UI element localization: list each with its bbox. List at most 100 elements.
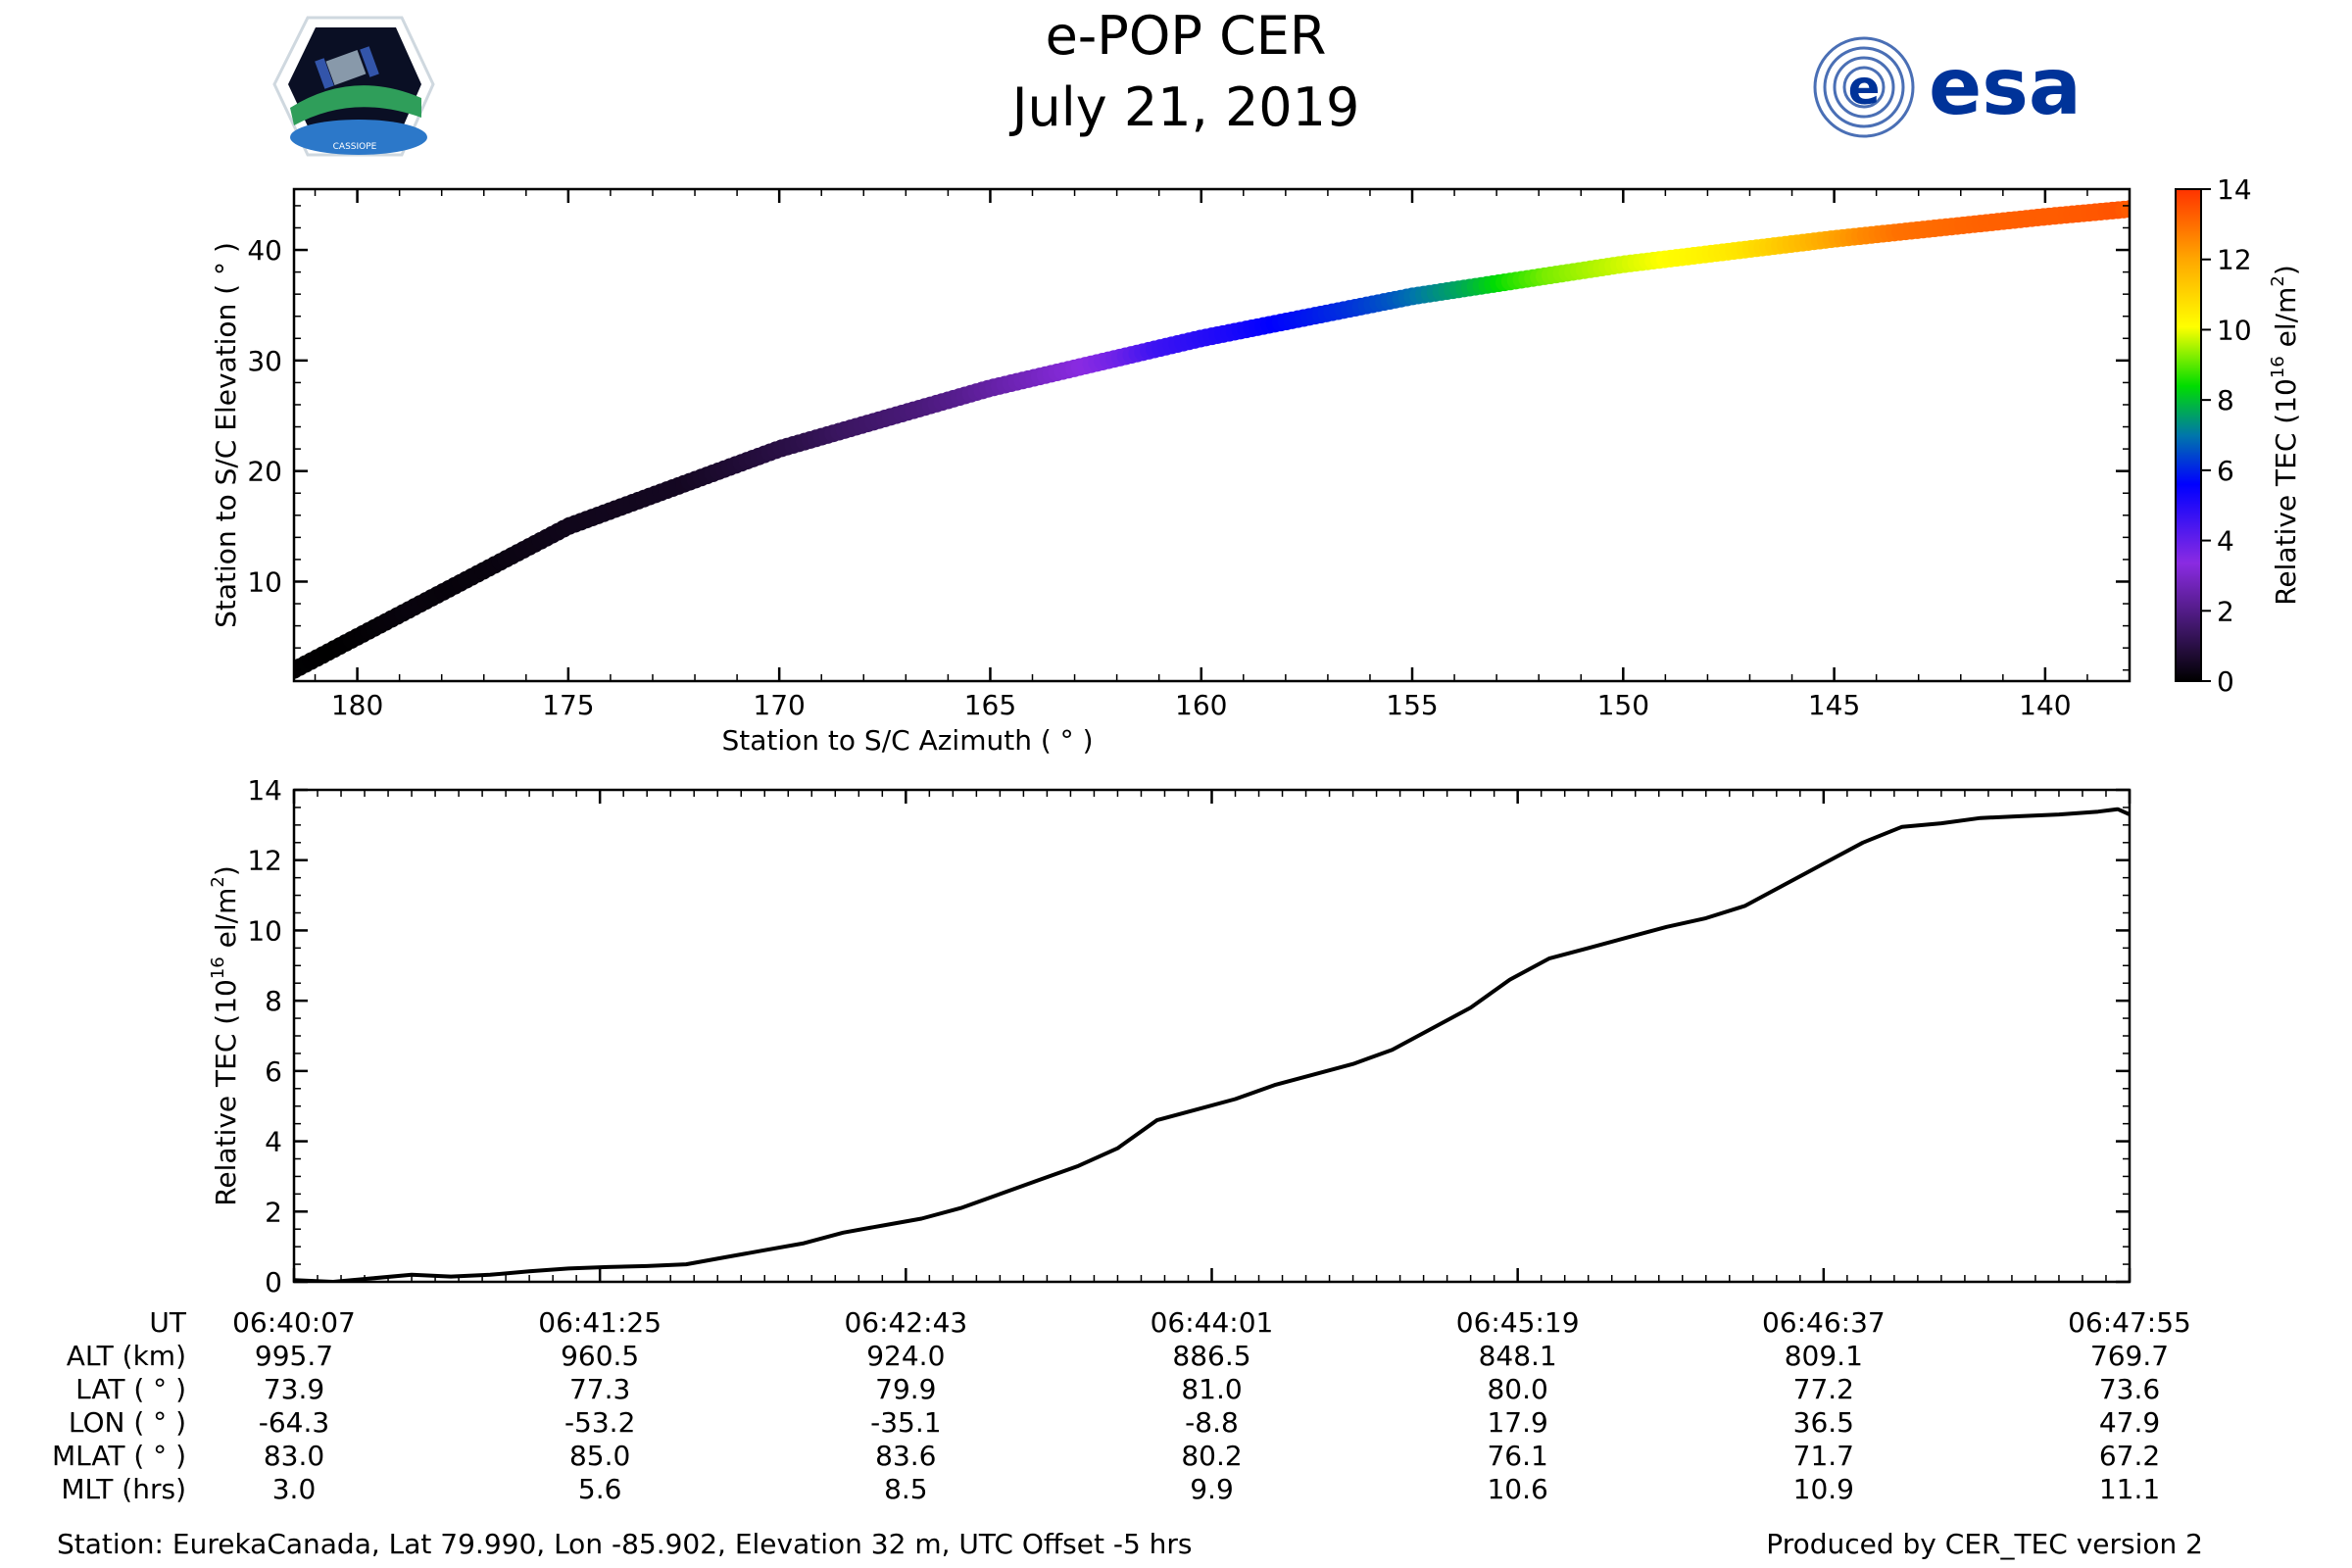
tec-y-tick-label: 0 <box>265 1266 282 1298</box>
y-axis-label: Station to S/C Elevation ( ° ) <box>210 242 242 628</box>
elevation-chart: 180 175 170 165 160 155 150 145 140 10 20 30 40 Stat… <box>210 187 2132 757</box>
figure-title-line1: e-POP CER <box>1046 5 1327 67</box>
colorbar-tick-label: 8 <box>2217 384 2234 416</box>
elevation-chart-axes: 180 175 170 165 160 155 150 145 140 10 20 30 40 <box>247 189 2131 721</box>
info-cell: 80.0 <box>1487 1373 1547 1405</box>
colorbar-tick-label: 10 <box>2217 314 2252 346</box>
tec-y-tick-label: 2 <box>265 1196 282 1228</box>
info-cell: 36.5 <box>1793 1406 1854 1439</box>
y-tick-label: 10 <box>247 565 282 598</box>
trajectory-point <box>2121 200 2130 219</box>
info-cell: 10.9 <box>1793 1473 1854 1505</box>
info-row-label: LON ( ° ) <box>69 1406 186 1439</box>
info-cell: -8.8 <box>1185 1406 1239 1439</box>
info-cell: 06:42:43 <box>844 1306 967 1339</box>
info-cell: 77.2 <box>1793 1373 1854 1405</box>
info-cell: 85.0 <box>569 1440 630 1472</box>
info-cell: 11.1 <box>2099 1473 2160 1505</box>
x-tick-label: 170 <box>753 689 805 721</box>
info-cell: 76.1 <box>1487 1440 1547 1472</box>
station-info: Station: EurekaCanada, Lat 79.990, Lon -… <box>57 1528 1193 1560</box>
produced-by: Produced by CER_TEC version 2 <box>1766 1528 2203 1560</box>
esa-logo-e-icon: e <box>1848 61 1881 116</box>
info-row-label: MLAT ( ° ) <box>52 1440 186 1472</box>
colorbar-tick-label: 0 <box>2217 665 2234 698</box>
colorbar-tick-label: 4 <box>2217 525 2234 558</box>
x-tick-label: 155 <box>1386 689 1438 721</box>
info-cell: 960.5 <box>561 1340 639 1372</box>
cassiope-logo: CASSIOPE <box>272 16 435 157</box>
colorbar-gradient <box>2175 188 2202 682</box>
info-cell: 06:45:19 <box>1456 1306 1580 1339</box>
info-cell: 924.0 <box>866 1340 945 1372</box>
x-tick-label: 180 <box>331 689 383 721</box>
elevation-chart-frame <box>292 187 2132 683</box>
info-cell: 848.1 <box>1479 1340 1557 1372</box>
info-cell: 79.9 <box>875 1373 936 1405</box>
info-cell: 3.0 <box>272 1473 317 1505</box>
info-cell: 83.6 <box>875 1440 936 1472</box>
info-row-label: ALT (km) <box>67 1340 186 1372</box>
y-tick-label: 40 <box>247 234 282 267</box>
x-tick-label: 175 <box>542 689 594 721</box>
x-tick-label: 165 <box>964 689 1016 721</box>
colorbar-tick-label: 6 <box>2217 455 2234 487</box>
info-cell: 17.9 <box>1487 1406 1547 1439</box>
tec-y-tick-label: 14 <box>247 774 282 807</box>
info-cell: 5.6 <box>578 1473 622 1505</box>
colorbar-tick-label: 2 <box>2217 595 2234 627</box>
info-cell: 80.2 <box>1181 1440 1242 1472</box>
esa-logo: e esa <box>1813 36 2082 138</box>
info-cell: 06:44:01 <box>1151 1306 1274 1339</box>
y-tick-label: 30 <box>247 345 282 377</box>
info-cell: 83.0 <box>264 1440 324 1472</box>
info-cell: 67.2 <box>2099 1440 2160 1472</box>
colorbar-tick-label: 14 <box>2217 173 2252 206</box>
info-cell: 995.7 <box>255 1340 333 1372</box>
aurora-icon <box>290 85 421 125</box>
tec-y-tick-label: 8 <box>265 985 282 1017</box>
info-cell: -53.2 <box>564 1406 635 1439</box>
info-cell: 06:47:55 <box>2068 1306 2191 1339</box>
tec-chart-axes: 0 2 4 6 8 10 12 14 <box>247 774 2132 1298</box>
x-axis-label: Station to S/C Azimuth ( ° ) <box>721 724 1093 757</box>
info-cell: 77.3 <box>569 1373 630 1405</box>
colorbar-ticks: 0 2 4 6 8 10 12 14 <box>2201 173 2252 698</box>
info-cell: 06:46:37 <box>1762 1306 1886 1339</box>
info-cell: 886.5 <box>1172 1340 1250 1372</box>
colorbar-tick-label: 12 <box>2217 244 2252 276</box>
y-tick-label: 20 <box>247 456 282 488</box>
satellite-icon <box>325 49 367 86</box>
info-cell: 769.7 <box>2090 1340 2169 1372</box>
trajectory-points <box>294 200 2130 679</box>
info-row-label: MLT (hrs) <box>61 1473 186 1505</box>
tec-y-axis-label: Relative TEC (1016 el/m2) <box>208 865 242 1206</box>
x-tick-label: 140 <box>2019 689 2071 721</box>
figure-title-line2: July 21, 2019 <box>1009 76 1360 138</box>
info-cell: 10.6 <box>1487 1473 1547 1505</box>
colorbar: 0 2 4 6 8 10 12 14 Relative TEC (1016 el/m2) <box>2175 173 2302 698</box>
info-cell: 06:41:25 <box>538 1306 662 1339</box>
info-cell: -64.3 <box>259 1406 329 1439</box>
cassiope-logo-text: CASSIOPE <box>333 142 377 152</box>
info-row-label: LAT ( ° ) <box>75 1373 186 1405</box>
info-cell: -35.1 <box>870 1406 941 1439</box>
info-cell: 81.0 <box>1181 1373 1242 1405</box>
info-row-label: UT <box>149 1306 186 1339</box>
info-cell: 8.5 <box>884 1473 928 1505</box>
info-cell: 9.9 <box>1190 1473 1234 1505</box>
info-cell: 71.7 <box>1793 1440 1854 1472</box>
earth-icon <box>290 120 427 155</box>
tec-chart-frame <box>292 788 2132 1284</box>
tec-y-tick-label: 12 <box>247 845 282 877</box>
tec-y-tick-label: 6 <box>265 1055 282 1088</box>
esa-logo-text: esa <box>1929 41 2082 132</box>
x-tick-label: 145 <box>1808 689 1860 721</box>
tec-chart: 0 2 4 6 8 10 12 14 Relative TEC (1016 el/m2) <box>208 774 2132 1298</box>
info-cell: 809.1 <box>1785 1340 1863 1372</box>
tec-y-tick-label: 4 <box>265 1126 282 1158</box>
tec-y-tick-label: 10 <box>247 914 282 947</box>
tec-series-line <box>294 807 2130 1282</box>
